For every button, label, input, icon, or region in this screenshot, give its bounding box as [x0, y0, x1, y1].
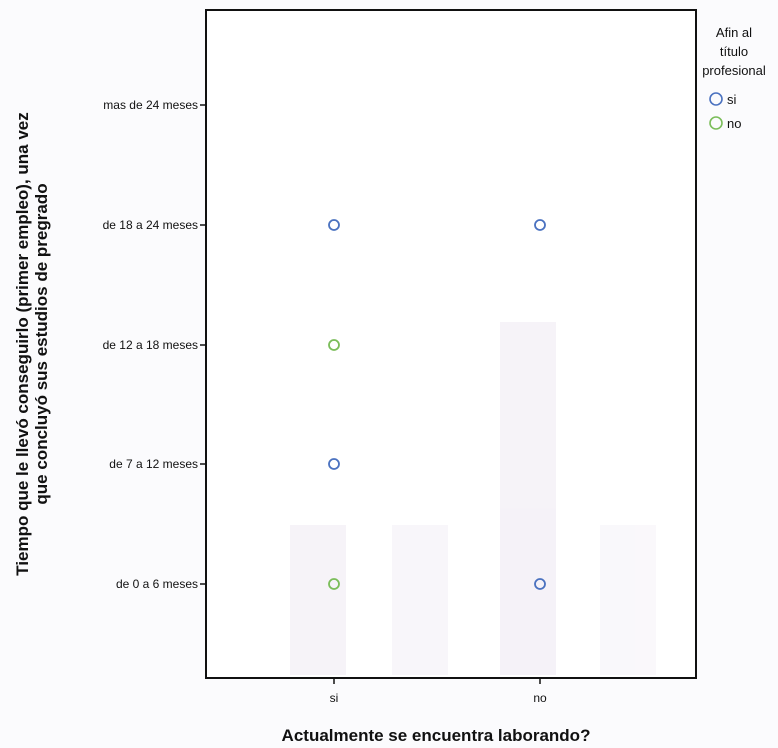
y-tick-label: de 12 a 18 meses: [103, 338, 198, 352]
point-si: [328, 219, 340, 231]
x-tick-label: si: [330, 691, 339, 705]
x-axis-title: Actualmente se encuentra laborando?: [282, 726, 591, 745]
x-axis: si no: [330, 678, 547, 705]
legend-marker-no: [709, 116, 723, 130]
y-tick-label: de 0 a 6 meses: [116, 577, 198, 591]
background-texture: [290, 322, 656, 675]
y-axis-title-line-1: Tiempo que le llevó conseguirlo (primer …: [13, 112, 32, 576]
point-si: [534, 219, 546, 231]
plot-area: [205, 9, 697, 679]
legend-title-line-3: profesional: [702, 63, 766, 78]
legend-label-no: no: [727, 116, 741, 131]
data-points: [328, 219, 546, 590]
legend-marker-si: [709, 92, 723, 106]
point-no: [328, 339, 340, 351]
y-axis-title-line-2: que concluyó sus estudios de pregrado: [32, 183, 51, 504]
legend-title-line-1: Afin al: [716, 25, 752, 40]
x-tick-label: no: [533, 691, 547, 705]
legend-title-line-2: título: [720, 44, 748, 59]
legend: Afin al título profesional si no: [702, 25, 766, 131]
y-tick-label: de 7 a 12 meses: [109, 457, 198, 471]
y-tick-label: de 18 a 24 meses: [103, 218, 198, 232]
legend-label-si: si: [727, 92, 737, 107]
y-tick-label: mas de 24 meses: [103, 98, 198, 112]
point-si: [534, 578, 546, 590]
point-si: [328, 458, 340, 470]
point-no: [328, 578, 340, 590]
y-axis: de 0 a 6 meses de 7 a 12 meses de 12 a 18 …: [103, 98, 206, 591]
